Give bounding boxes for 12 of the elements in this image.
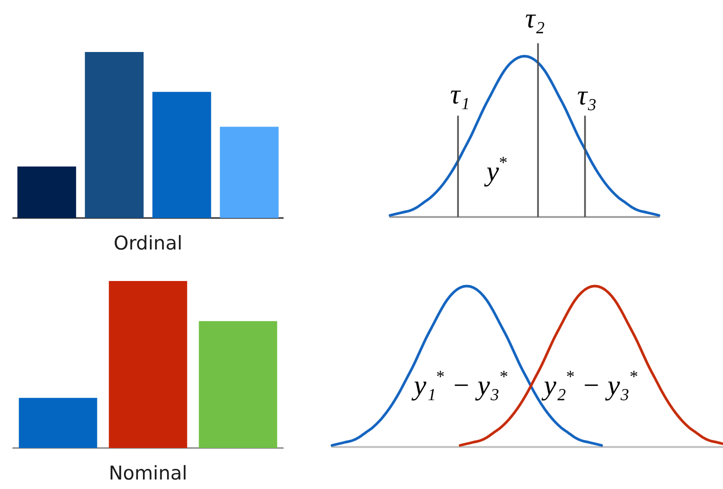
bar	[17, 166, 76, 218]
annotation: y₁* − y₃*	[410, 367, 508, 402]
bar	[220, 126, 279, 218]
annotation: y*	[484, 153, 508, 188]
x-axis-title: Nominal	[108, 462, 188, 484]
text: τ₂	[525, 4, 546, 34]
bar	[84, 52, 144, 218]
annotation: τ₁	[450, 80, 470, 110]
annotation: τ₃	[577, 80, 597, 112]
x-axis-title: Ordinal	[114, 232, 182, 254]
bar	[152, 92, 212, 218]
annotation: y₂* − y₃*	[540, 367, 638, 402]
